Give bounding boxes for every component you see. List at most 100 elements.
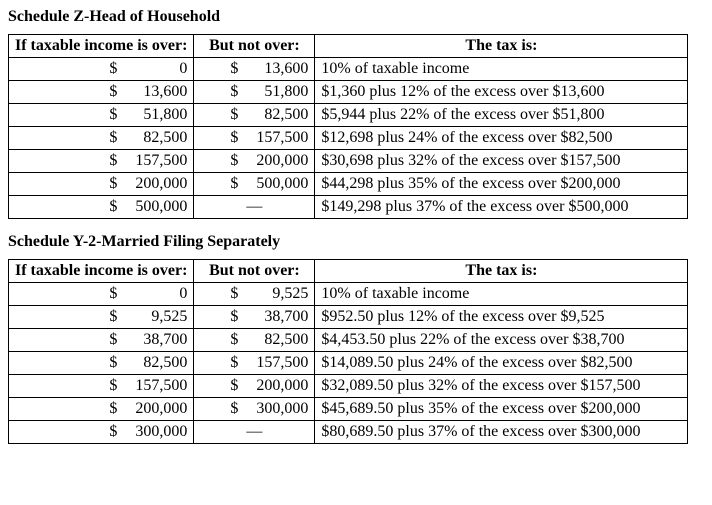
- table-row: $13,600$51,800$1,360 plus 12% of the exc…: [9, 81, 688, 104]
- currency-symbol: $: [230, 106, 244, 124]
- income-not-over-value: 9,525: [244, 285, 308, 303]
- col-header-not_over: But not over:: [194, 35, 315, 58]
- currency-symbol: $: [109, 175, 123, 193]
- income-over-value: 38,700: [123, 331, 187, 349]
- table-row: $500,000 — $149,298 plus 37% of the excess…: [9, 196, 688, 219]
- table-row: $200,000$500,000$44,298 plus 35% of the …: [9, 173, 688, 196]
- income-over-cell: $0: [9, 58, 194, 81]
- currency-symbol: $: [109, 198, 123, 216]
- income-over-value: 0: [123, 60, 187, 78]
- income-over-value: 9,525: [123, 308, 187, 326]
- currency-symbol: $: [109, 308, 123, 326]
- tax-formula-cell: $80,689.50 plus 37% of the excess over $…: [315, 421, 688, 444]
- tax-formula-cell: 10% of taxable income: [315, 58, 688, 81]
- income-not-over-value: 13,600: [244, 60, 308, 78]
- currency-symbol: $: [109, 285, 123, 303]
- income-not-over-value: 82,500: [244, 106, 308, 124]
- table-row: $51,800$82,500$5,944 plus 22% of the exc…: [9, 104, 688, 127]
- currency-symbol: $: [109, 152, 123, 170]
- income-over-cell: $51,800: [9, 104, 194, 127]
- tax-table: If taxable income is over:But not over:T…: [8, 34, 688, 219]
- currency-symbol: $: [109, 377, 123, 395]
- tax-formula-cell: $12,698 plus 24% of the excess over $82,…: [315, 127, 688, 150]
- currency-symbol: $: [230, 377, 244, 395]
- currency-symbol: $: [109, 354, 123, 372]
- income-not-over-cell: $51,800: [194, 81, 315, 104]
- income-over-cell: $200,000: [9, 398, 194, 421]
- income-over-cell: $200,000: [9, 173, 194, 196]
- income-not-over-cell: $500,000: [194, 173, 315, 196]
- income-not-over-cell: $200,000: [194, 375, 315, 398]
- table-header-row: If taxable income is over:But not over:T…: [9, 260, 688, 283]
- table-row: $38,700$82,500$4,453.50 plus 22% of the …: [9, 329, 688, 352]
- currency-symbol: $: [230, 400, 244, 418]
- income-over-value: 300,000: [123, 423, 187, 441]
- currency-symbol: $: [109, 83, 123, 101]
- income-over-value: 0: [123, 285, 187, 303]
- income-not-over-value: 38,700: [244, 308, 308, 326]
- income-not-over-value: 82,500: [244, 331, 308, 349]
- income-over-value: 51,800: [123, 106, 187, 124]
- income-over-value: 500,000: [123, 198, 187, 216]
- income-not-over-cell: —: [194, 421, 315, 444]
- tax-formula-cell: $1,360 plus 12% of the excess over $13,6…: [315, 81, 688, 104]
- income-not-over-cell: $157,500: [194, 352, 315, 375]
- income-not-over-cell: $13,600: [194, 58, 315, 81]
- currency-symbol: $: [230, 175, 244, 193]
- income-over-value: 157,500: [123, 377, 187, 395]
- currency-symbol: $: [109, 106, 123, 124]
- col-header-not_over: But not over:: [194, 260, 315, 283]
- currency-symbol: $: [230, 83, 244, 101]
- tax-formula-cell: 10% of taxable income: [315, 283, 688, 306]
- income-not-over-value: 300,000: [244, 400, 308, 418]
- income-over-value: 13,600: [123, 83, 187, 101]
- tax-formula-cell: $4,453.50 plus 22% of the excess over $3…: [315, 329, 688, 352]
- income-not-over-cell: $82,500: [194, 329, 315, 352]
- income-not-over-value: 157,500: [244, 354, 308, 372]
- col-header-over: If taxable income is over:: [9, 260, 194, 283]
- income-not-over-value: 157,500: [244, 129, 308, 147]
- table-row: $0$9,52510% of taxable income: [9, 283, 688, 306]
- currency-symbol: $: [109, 400, 123, 418]
- currency-symbol: $: [230, 331, 244, 349]
- income-over-cell: $157,500: [9, 150, 194, 173]
- table-row: $157,500$200,000$32,089.50 plus 32% of t…: [9, 375, 688, 398]
- income-not-over-cell: $9,525: [194, 283, 315, 306]
- income-over-cell: $500,000: [9, 196, 194, 219]
- schedule-title: Schedule Z-Head of Household: [8, 8, 704, 26]
- income-not-over-cell: $300,000: [194, 398, 315, 421]
- no-upper-limit-dash: —: [246, 423, 262, 440]
- currency-symbol: $: [230, 60, 244, 78]
- income-over-cell: $9,525: [9, 306, 194, 329]
- income-over-value: 200,000: [123, 400, 187, 418]
- currency-symbol: $: [230, 354, 244, 372]
- income-not-over-cell: —: [194, 196, 315, 219]
- income-over-value: 200,000: [123, 175, 187, 193]
- income-over-cell: $38,700: [9, 329, 194, 352]
- table-row: $157,500$200,000$30,698 plus 32% of the …: [9, 150, 688, 173]
- schedule-title: Schedule Y-2-Married Filing Separately: [8, 233, 704, 251]
- table-header-row: If taxable income is over:But not over:T…: [9, 35, 688, 58]
- currency-symbol: $: [109, 60, 123, 78]
- no-upper-limit-dash: —: [246, 198, 262, 215]
- currency-symbol: $: [230, 152, 244, 170]
- table-row: $9,525$38,700$952.50 plus 12% of the exc…: [9, 306, 688, 329]
- income-not-over-cell: $38,700: [194, 306, 315, 329]
- currency-symbol: $: [230, 129, 244, 147]
- currency-symbol: $: [230, 308, 244, 326]
- currency-symbol: $: [109, 423, 123, 441]
- col-header-tax: The tax is:: [315, 35, 688, 58]
- currency-symbol: $: [109, 331, 123, 349]
- table-row: $200,000$300,000$45,689.50 plus 35% of t…: [9, 398, 688, 421]
- income-over-cell: $0: [9, 283, 194, 306]
- col-header-over: If taxable income is over:: [9, 35, 194, 58]
- income-over-cell: $82,500: [9, 127, 194, 150]
- currency-symbol: $: [230, 285, 244, 303]
- income-not-over-cell: $200,000: [194, 150, 315, 173]
- income-over-cell: $157,500: [9, 375, 194, 398]
- income-not-over-value: 51,800: [244, 83, 308, 101]
- tax-formula-cell: $5,944 plus 22% of the excess over $51,8…: [315, 104, 688, 127]
- tax-formula-cell: $149,298 plus 37% of the excess over $50…: [315, 196, 688, 219]
- income-over-cell: $13,600: [9, 81, 194, 104]
- income-not-over-value: 200,000: [244, 152, 308, 170]
